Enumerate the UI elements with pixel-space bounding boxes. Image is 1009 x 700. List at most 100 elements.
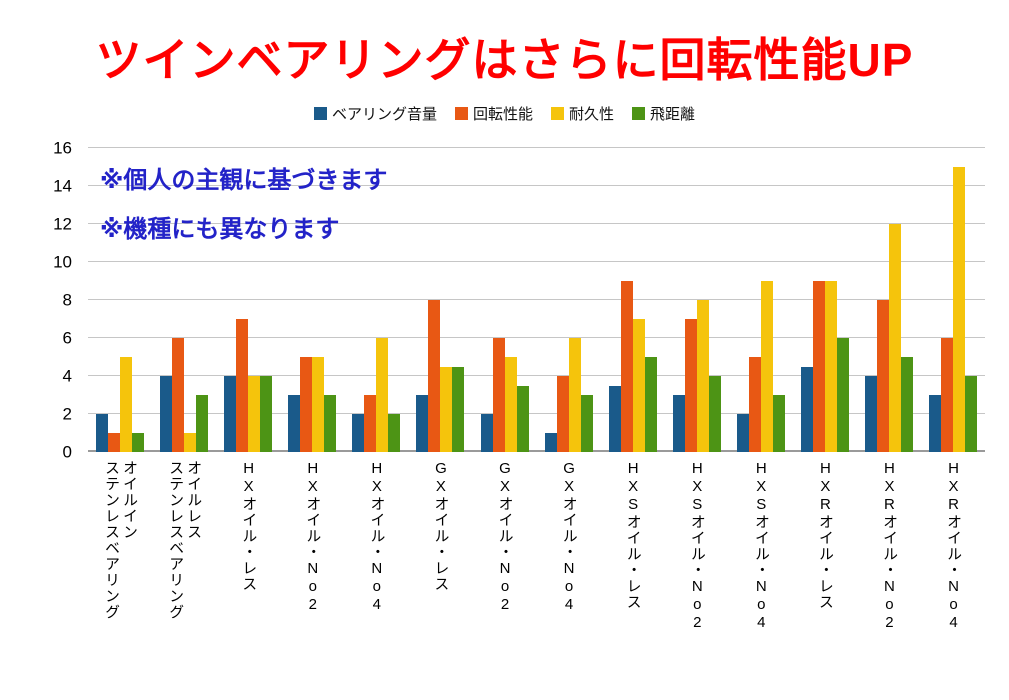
bar-回転性能: [748, 357, 761, 452]
x-label-cell: GXオイル・No2: [472, 460, 536, 695]
legend-swatch: [632, 107, 646, 120]
bar-回転性能: [876, 300, 889, 452]
gridline: [88, 223, 985, 224]
bar-耐久性: [953, 167, 966, 452]
legend-label: 回転性能: [472, 106, 533, 123]
legend-label: ベアリング音量: [331, 106, 437, 123]
y-tick-label: 4: [62, 366, 72, 386]
bar-耐久性: [504, 357, 517, 452]
bar-回転性能: [941, 338, 954, 452]
gridline: [88, 185, 985, 186]
x-axis-label: オイルレス ステンレスベアリング: [167, 460, 203, 620]
bar-飛距離: [772, 395, 785, 452]
y-tick-label: 16: [53, 138, 72, 158]
legend-item: 耐久性: [551, 103, 614, 124]
bar-ベアリング音量: [416, 395, 429, 452]
legend-item: ベアリング音量: [313, 103, 437, 124]
x-label-cell: HXオイル・No4: [344, 460, 408, 695]
bar-耐久性: [632, 319, 645, 452]
annotation-line-1: ※個人の主観に基づきます: [100, 167, 388, 194]
bar-ベアリング音量: [929, 395, 942, 452]
legend-item: 飛距離: [632, 103, 695, 124]
x-label-cell: HXオイル・レス: [216, 460, 280, 695]
x-label-cell: HXSオイル・レス: [601, 460, 665, 695]
x-label-cell: オイルレス ステンレスベアリング: [152, 460, 216, 695]
x-axis-label: HXSオイル・No4: [752, 460, 770, 632]
x-label-cell: HXSオイル・No4: [729, 460, 793, 695]
bar-飛距離: [836, 338, 849, 452]
gridlines: [88, 147, 985, 452]
bar-耐久性: [376, 338, 389, 452]
bar-耐久性: [760, 281, 773, 452]
bar-回転性能: [556, 376, 569, 452]
x-axis-label: HXオイル・No4: [368, 460, 386, 614]
y-tick-label: 14: [53, 176, 72, 196]
bar-耐久性: [248, 376, 261, 452]
bar-回転性能: [428, 300, 441, 452]
bar-group: [601, 148, 665, 452]
x-axis-label: HXRオイル・No4: [945, 460, 963, 632]
bar-group: [537, 148, 601, 452]
bar-group: [729, 148, 793, 452]
bar-回転性能: [620, 281, 633, 452]
x-axis-label: GXオイル・No4: [560, 460, 578, 614]
bar-ベアリング音量: [224, 376, 237, 452]
bar-group: [857, 148, 921, 452]
bar-ベアリング音量: [160, 376, 173, 452]
bar-回転性能: [236, 319, 249, 452]
legend-label: 飛距離: [650, 106, 696, 123]
x-axis-label: GXオイル・No2: [496, 460, 514, 614]
bar-耐久性: [440, 366, 453, 452]
x-label-cell: HXRオイル・レス: [793, 460, 857, 695]
bar-ベアリング音量: [864, 376, 877, 452]
bar-回転性能: [364, 395, 377, 452]
bar-ベアリング音量: [352, 414, 365, 452]
bar-ベアリング音量: [608, 385, 621, 452]
x-label-cell: HXSオイル・No2: [665, 460, 729, 695]
bar-耐久性: [184, 433, 197, 452]
bar-耐久性: [888, 224, 901, 452]
x-axis-label: HXSオイル・レス: [624, 460, 642, 610]
bar-飛距離: [900, 357, 913, 452]
bar-group: [280, 148, 344, 452]
bar-group: [344, 148, 408, 452]
bar-group: [665, 148, 729, 452]
bar-ベアリング音量: [96, 414, 109, 452]
bar-耐久性: [568, 338, 581, 452]
gridline: [88, 299, 985, 300]
bar-飛距離: [516, 385, 529, 452]
plot-area: [88, 147, 985, 452]
x-label-cell: オイルイン ステンレスベアリング: [88, 460, 152, 695]
bar-飛距離: [260, 376, 273, 452]
x-label-cell: HXRオイル・No2: [857, 460, 921, 695]
gridline: [88, 375, 985, 376]
x-label-cell: HXRオイル・No4: [921, 460, 985, 695]
bar-飛距離: [644, 357, 657, 452]
bar-飛距離: [708, 376, 721, 452]
bars: [88, 148, 985, 452]
bar-飛距離: [324, 395, 337, 452]
bar-ベアリング音量: [800, 366, 813, 452]
legend-swatch: [454, 107, 468, 120]
y-tick-label: 10: [53, 252, 72, 272]
legend-swatch: [551, 107, 564, 120]
gridline: [88, 413, 985, 414]
bar-ベアリング音量: [544, 433, 557, 452]
bar-耐久性: [312, 357, 325, 452]
bar-group: [921, 148, 985, 452]
x-axis-label: HXRオイル・No2: [880, 460, 898, 632]
bar-回転性能: [108, 433, 121, 452]
x-axis-label: HXRオイル・レス: [816, 460, 834, 610]
bar-group: [793, 148, 857, 452]
x-label-cell: GXオイル・No4: [537, 460, 601, 695]
gridline: [88, 337, 985, 338]
chart-legend: ベアリング音量 回転性能 耐久性 飛距離: [0, 103, 1009, 124]
x-axis-label: GXオイル・レス: [432, 460, 450, 592]
x-axis-label: HXオイル・レス: [240, 460, 258, 592]
legend-item: 回転性能: [454, 103, 533, 124]
y-tick-label: 8: [62, 290, 72, 310]
gridline: [88, 261, 985, 262]
bar-飛距離: [388, 414, 401, 452]
bar-回転性能: [812, 281, 825, 452]
